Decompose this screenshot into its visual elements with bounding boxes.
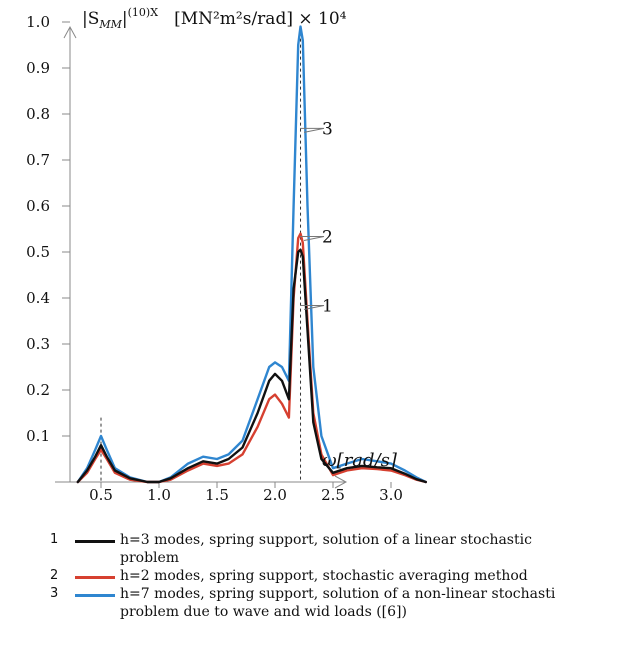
callout-label-1: 1 (322, 297, 333, 317)
y-tick-label-9: 1.0 (26, 13, 50, 31)
callout-label-2: 2 (322, 228, 333, 248)
legend-line-1 (75, 540, 115, 543)
x-axis-label: ω[rad/s] (322, 450, 398, 471)
legend-item-2: 2 h=2 modes, spring support, stochastic … (30, 568, 620, 586)
legend: 1 h=3 modes, spring support, solution of… (30, 532, 620, 622)
legend-line-2 (75, 576, 115, 579)
x-tick-label-2: 1.5 (205, 486, 229, 504)
series-line-2 (76, 232, 427, 484)
legend-number-2: 2 (50, 568, 59, 583)
legend-line-3 (75, 594, 115, 597)
x-tick-label-4: 2.5 (321, 486, 345, 504)
x-tick-label-0: 0.5 (89, 486, 113, 504)
y-tick-label-0: 0.1 (26, 427, 50, 445)
legend-text-1b: problem (120, 550, 180, 566)
y-axis-label: |SMM|(10)X [MN²m²s/rad] × 10⁴ (82, 6, 347, 31)
callout-line-1 (300, 305, 325, 310)
y-tick-label-5: 0.6 (26, 197, 50, 215)
x-axis-arrow (334, 475, 348, 489)
legend-text-3: h=7 modes, spring support, solution of a… (120, 586, 556, 602)
callout-label-3: 3 (322, 119, 333, 139)
x-tick-label-1: 1.0 (147, 486, 171, 504)
legend-text-1: h=3 modes, spring support, solution of a… (120, 532, 532, 548)
y-axis-arrow (63, 25, 77, 39)
legend-item-1: 1 h=3 modes, spring support, solution of… (30, 532, 620, 568)
legend-item-3: 3 h=7 modes, spring support, solution of… (30, 586, 620, 622)
y-tick-label-1: 0.2 (26, 381, 50, 399)
series-line-3 (76, 25, 427, 484)
y-tick-label-3: 0.4 (26, 289, 50, 307)
x-tick-label-5: 3.0 (379, 486, 403, 504)
y-tick-label-2: 0.3 (26, 335, 50, 353)
series-line-1 (76, 248, 427, 484)
legend-number-1: 1 (50, 532, 59, 547)
y-tick-label-7: 0.8 (26, 105, 50, 123)
y-tick-label-8: 0.9 (26, 59, 50, 77)
y-tick-label-4: 0.5 (26, 243, 50, 261)
legend-text-3b: problem due to wave and wid loads ([6]) (120, 604, 407, 620)
callout-line-3 (300, 127, 325, 133)
legend-text-2: h=2 modes, spring support, stochastic av… (120, 568, 528, 584)
callout-line-2 (300, 236, 325, 241)
y-tick-label-6: 0.7 (26, 151, 50, 169)
x-tick-label-3: 2.0 (263, 486, 287, 504)
legend-number-3: 3 (50, 586, 59, 601)
